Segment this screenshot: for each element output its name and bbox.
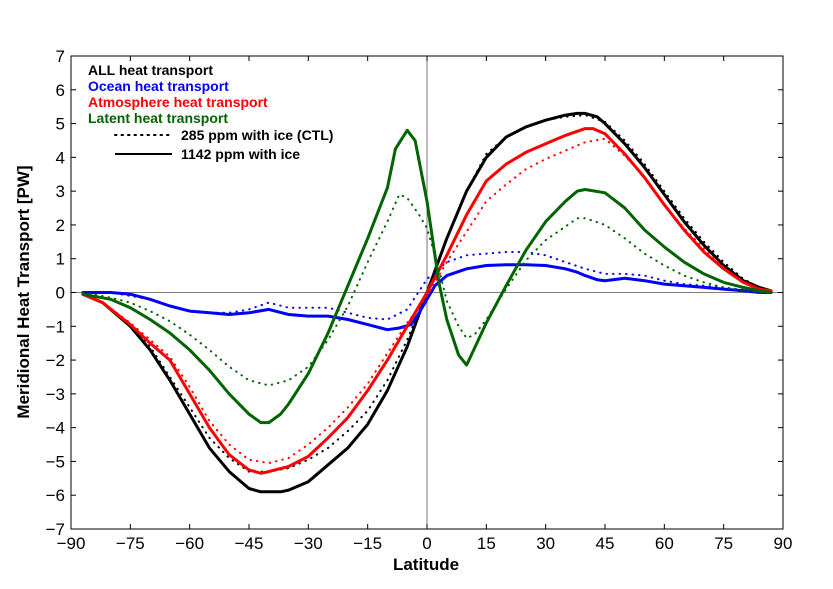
x-tick-label: 60 [655,534,674,553]
series-latent-1142ppm-solid [81,128,773,425]
y-axis-label: Meridional Heat Transport [PW] [14,165,33,418]
x-tick-label: −45 [235,534,264,553]
y-tick-label: 7 [56,47,65,66]
y-tick-label: −2 [46,351,65,370]
y-tick-label: −4 [46,419,65,438]
legend: ALL heat transport Ocean heat transport … [88,62,333,162]
x-axis-label: Latitude [393,555,459,574]
y-tick-label: 2 [56,216,65,235]
y-tick-label: −7 [46,520,65,539]
x-tick-label: 15 [477,534,496,553]
y-tick-label: −6 [46,486,65,505]
axis-ticks [70,55,784,530]
legend-entry-ocean: Ocean heat transport [88,78,229,94]
legend-entry-atmosphere: Atmosphere heat transport [88,94,268,110]
x-tick-label: 90 [774,534,793,553]
axis-tick-labels: −90 −75 −60 −45 −30 −15 0 15 30 45 60 75 90−7−6−5−4−… [46,47,793,553]
y-tick-label: 3 [56,182,65,201]
y-tick-label: 0 [56,284,65,303]
series-ocean-1142ppm-solid [81,263,773,332]
series-all-ctl-dotted [81,114,773,473]
x-tick-label: −60 [175,534,204,553]
legend-entry-all: ALL heat transport [88,62,213,78]
y-tick-label: 1 [56,250,65,269]
y-tick-label: −3 [46,385,65,404]
legend-entry-latent: Latent heat transport [88,110,228,126]
x-tick-label: 30 [536,534,555,553]
x-tick-label: 45 [596,534,615,553]
legend-entry-ctl: 285 ppm with ice (CTL) [181,127,333,143]
x-tick-label: 0 [422,534,431,553]
x-tick-label: −15 [353,534,382,553]
x-tick-label: 75 [714,534,733,553]
x-tick-label: −75 [116,534,145,553]
legend-entry-1142: 1142 ppm with ice [181,146,300,162]
x-tick-label: −30 [294,534,323,553]
y-tick-label: 5 [56,115,65,134]
data-series [81,111,773,494]
y-tick-label: −5 [46,452,65,471]
x-tick-label: −90 [57,534,86,553]
series-latent-ctl-dotted [81,193,773,387]
y-tick-label: −1 [46,317,65,336]
y-tick-label: 4 [56,148,65,167]
y-tick-label: 6 [56,81,65,100]
